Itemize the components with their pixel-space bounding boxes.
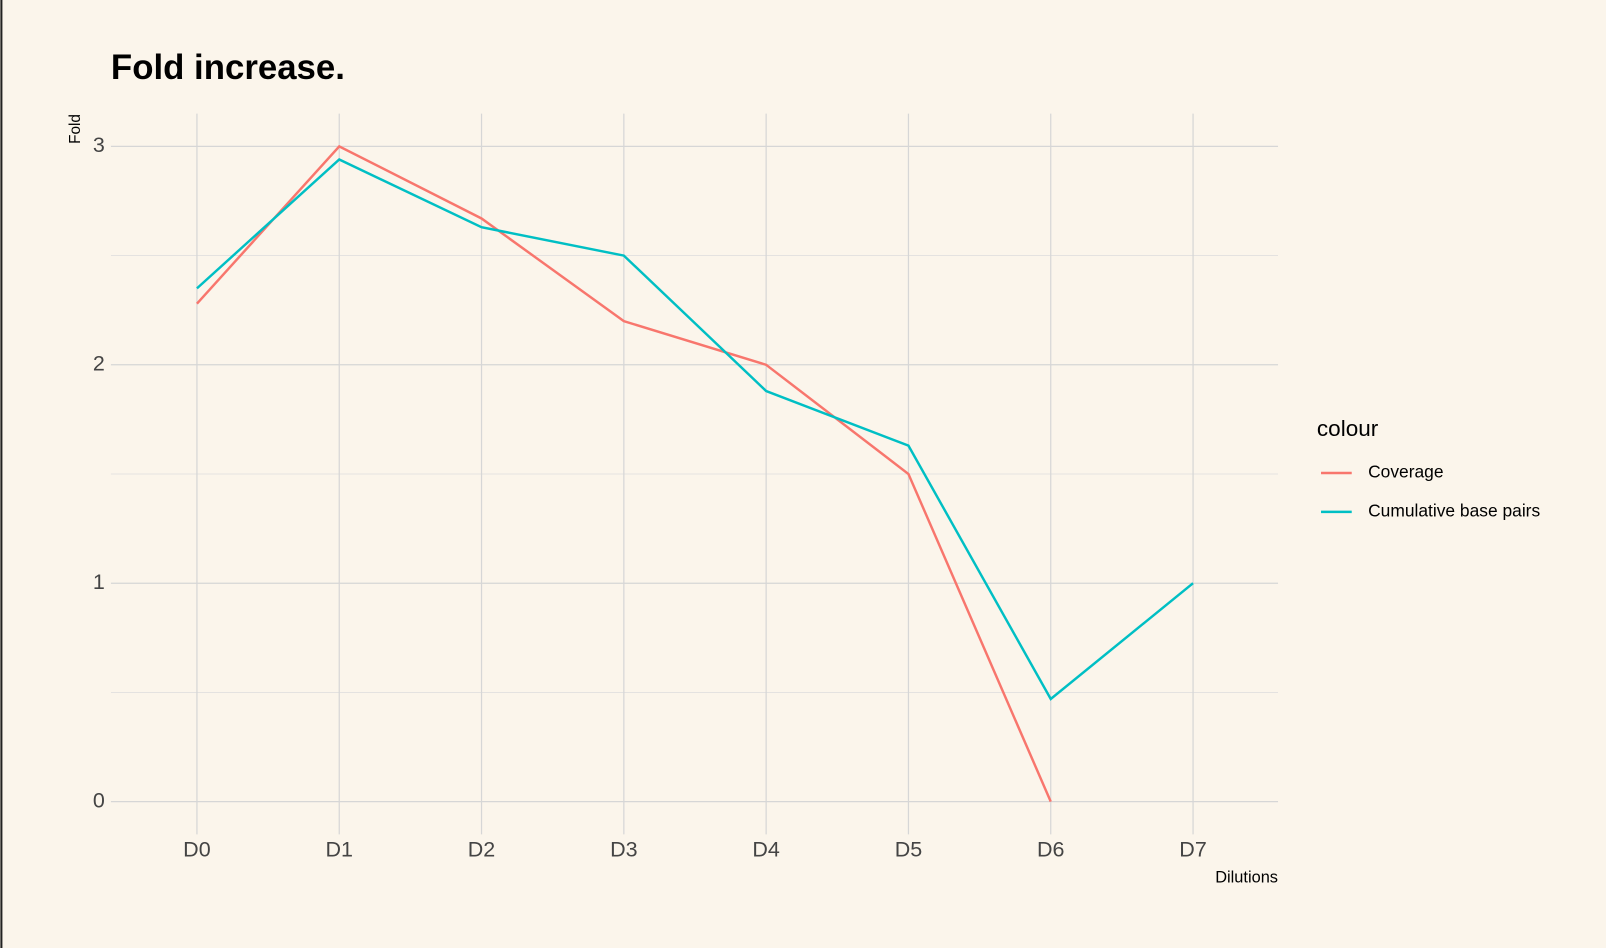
y-tick-label: 2 bbox=[93, 351, 105, 375]
y-tick-label: 1 bbox=[93, 570, 105, 594]
x-tick-label: D2 bbox=[468, 837, 495, 861]
legend-title: colour bbox=[1317, 416, 1379, 441]
legend-label: Coverage bbox=[1368, 462, 1443, 482]
series-line bbox=[196, 158, 1194, 701]
x-tick-label: D3 bbox=[610, 837, 637, 861]
x-tick-label: D7 bbox=[1179, 837, 1206, 861]
y-tick-label: 3 bbox=[93, 133, 105, 157]
x-tick-label: D4 bbox=[752, 837, 780, 861]
legend-label: Cumulative base pairs bbox=[1368, 500, 1540, 520]
series-line bbox=[196, 144, 1052, 803]
y-axis-title: Fold bbox=[67, 114, 84, 144]
y-tick-label: 0 bbox=[93, 788, 105, 812]
chart-title: Fold increase. bbox=[111, 48, 345, 87]
x-tick-label: D1 bbox=[326, 837, 353, 861]
x-tick-label: D6 bbox=[1037, 837, 1064, 861]
x-tick-label: D0 bbox=[183, 837, 211, 861]
x-tick-label: D5 bbox=[895, 837, 923, 861]
x-axis-title: Dilutions bbox=[1215, 869, 1278, 887]
